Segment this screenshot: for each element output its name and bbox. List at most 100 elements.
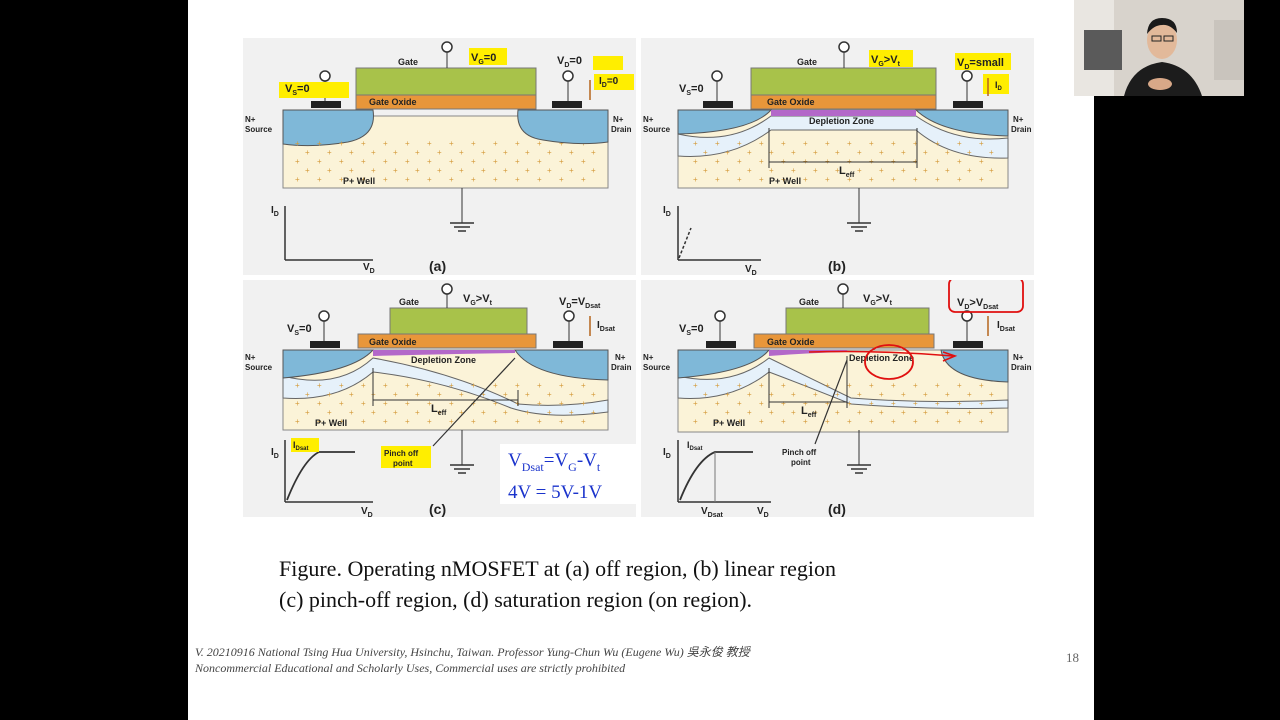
- svg-text:+: +: [515, 157, 520, 166]
- svg-text:+: +: [737, 399, 742, 408]
- svg-text:P+ Well: P+ Well: [769, 176, 801, 186]
- svg-text:+: +: [449, 157, 454, 166]
- svg-text:+: +: [547, 408, 552, 417]
- svg-text:+: +: [791, 408, 796, 417]
- svg-text:+: +: [923, 148, 928, 157]
- svg-text:+: +: [957, 175, 962, 184]
- svg-text:+: +: [935, 139, 940, 148]
- svg-text:ID: ID: [663, 447, 671, 460]
- svg-text:+: +: [759, 139, 764, 148]
- svg-text:+: +: [349, 408, 354, 417]
- svg-text:Leff: Leff: [839, 165, 855, 179]
- svg-text:+: +: [339, 175, 344, 184]
- svg-text:+: +: [481, 148, 486, 157]
- svg-text:+: +: [847, 417, 852, 426]
- svg-text:+: +: [957, 139, 962, 148]
- svg-text:+: +: [725, 408, 730, 417]
- svg-text:+: +: [979, 139, 984, 148]
- svg-text:Gate: Gate: [797, 57, 817, 67]
- n-source-region: [282, 109, 374, 147]
- svg-text:+: +: [979, 175, 984, 184]
- svg-text:+: +: [945, 390, 950, 399]
- svg-text:+: +: [769, 408, 774, 417]
- svg-text:+: +: [559, 417, 564, 426]
- svg-text:+: +: [349, 390, 354, 399]
- svg-text:IDsat: IDsat: [597, 320, 616, 333]
- svg-text:+: +: [703, 148, 708, 157]
- svg-text:+: +: [725, 148, 730, 157]
- svg-text:+: +: [547, 166, 552, 175]
- svg-text:+: +: [537, 139, 542, 148]
- svg-text:+: +: [901, 148, 906, 157]
- svg-text:+: +: [813, 148, 818, 157]
- svg-text:+: +: [901, 166, 906, 175]
- svg-text:+: +: [481, 166, 486, 175]
- svg-text:+: +: [835, 148, 840, 157]
- svg-text:+: +: [305, 166, 310, 175]
- svg-text:+: +: [847, 175, 852, 184]
- svg-text:Leff: Leff: [801, 405, 817, 419]
- panel-label-d: (d): [828, 501, 846, 517]
- svg-text:N+: N+: [1013, 115, 1024, 124]
- svg-text:+: +: [825, 175, 830, 184]
- svg-text:+: +: [725, 390, 730, 399]
- svg-text:+: +: [361, 417, 366, 426]
- svg-text:+: +: [869, 381, 874, 390]
- svg-text:+: +: [383, 399, 388, 408]
- svg-text:+: +: [715, 175, 720, 184]
- svg-text:+: +: [317, 417, 322, 426]
- svg-text:+: +: [769, 390, 774, 399]
- svg-text:Source: Source: [245, 363, 273, 372]
- panel-label-c: (c): [429, 501, 446, 517]
- caption-line-1: Figure. Operating nMOSFET at (a) off reg…: [279, 556, 836, 581]
- svg-text:+: +: [835, 390, 840, 399]
- svg-text:+: +: [305, 390, 310, 399]
- svg-text:+: +: [803, 417, 808, 426]
- svg-text:+: +: [405, 175, 410, 184]
- svg-text:N+: N+: [245, 115, 256, 124]
- svg-text:Gate: Gate: [399, 297, 419, 307]
- svg-text:+: +: [913, 139, 918, 148]
- svg-text:Pinch off: Pinch off: [384, 449, 419, 458]
- svg-text:VD>VDsat: VD>VDsat: [957, 297, 999, 311]
- svg-text:+: +: [471, 417, 476, 426]
- svg-text:N+: N+: [643, 115, 654, 124]
- svg-text:+: +: [591, 166, 596, 175]
- svg-text:+: +: [913, 417, 918, 426]
- svg-text:+: +: [481, 390, 486, 399]
- svg-text:+: +: [339, 381, 344, 390]
- svg-text:+: +: [525, 166, 530, 175]
- svg-text:+: +: [371, 166, 376, 175]
- svg-text:+: +: [393, 408, 398, 417]
- svg-text:+: +: [869, 417, 874, 426]
- svg-text:+: +: [913, 399, 918, 408]
- svg-text:+: +: [503, 166, 508, 175]
- svg-text:+: +: [979, 399, 984, 408]
- svg-text:+: +: [913, 381, 918, 390]
- svg-text:+: +: [493, 399, 498, 408]
- svg-text:Depletion Zone: Depletion Zone: [849, 353, 914, 363]
- svg-text:+: +: [295, 157, 300, 166]
- svg-text:+: +: [703, 390, 708, 399]
- svg-text:+: +: [967, 390, 972, 399]
- svg-text:+: +: [471, 381, 476, 390]
- svg-text:+: +: [979, 157, 984, 166]
- svg-text:+: +: [935, 399, 940, 408]
- svg-text:+: +: [503, 148, 508, 157]
- svg-text:VS=0: VS=0: [679, 323, 704, 337]
- svg-text:VS=0: VS=0: [285, 83, 310, 97]
- svg-text:+: +: [361, 139, 366, 148]
- svg-text:+: +: [901, 408, 906, 417]
- svg-text:VD: VD: [757, 506, 769, 519]
- svg-text:+: +: [979, 417, 984, 426]
- p-well-label: P+ Well: [343, 176, 375, 186]
- svg-text:+: +: [967, 148, 972, 157]
- svg-text:+: +: [339, 139, 344, 148]
- svg-text:+: +: [989, 166, 994, 175]
- svg-text:+: +: [427, 175, 432, 184]
- panel-label-a: (a): [429, 258, 446, 274]
- caption-line-2: (c) pinch-off region, (d) saturation reg…: [279, 587, 753, 612]
- svg-text:P+ Well: P+ Well: [713, 418, 745, 428]
- svg-text:+: +: [813, 408, 818, 417]
- svg-text:VD: VD: [361, 506, 373, 519]
